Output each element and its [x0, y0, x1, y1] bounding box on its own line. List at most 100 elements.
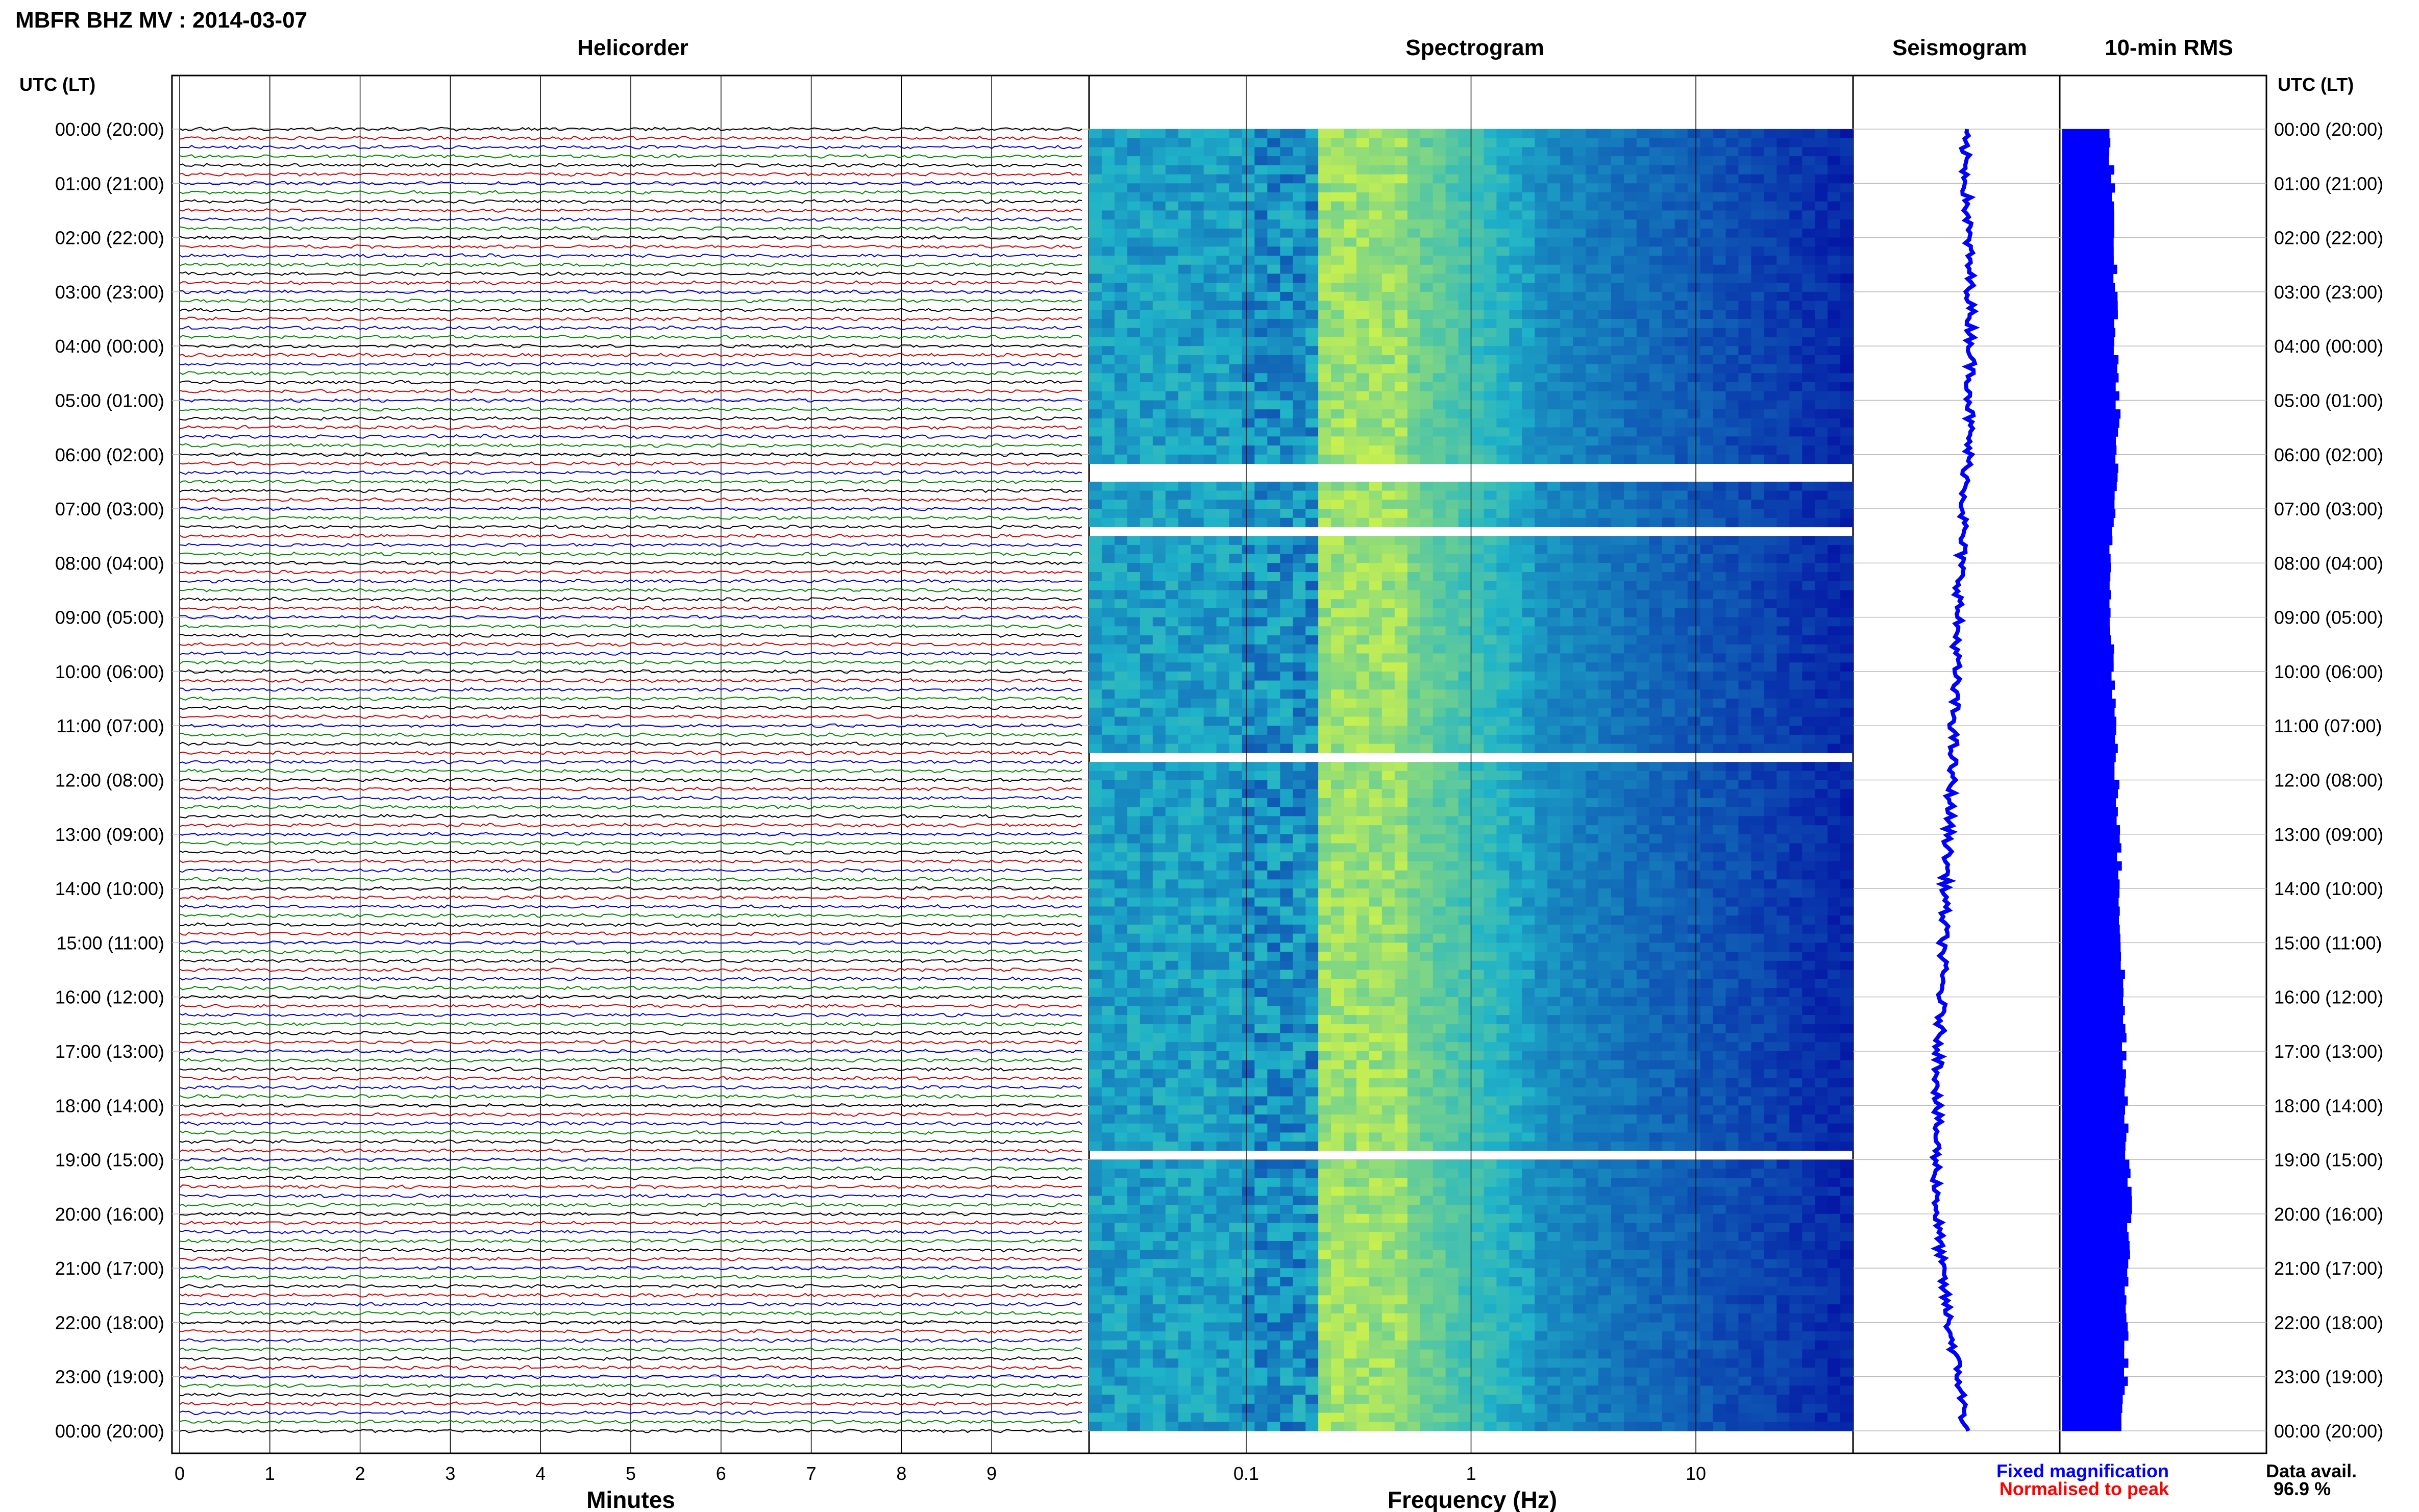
spectrogram-cell — [1229, 780, 1242, 789]
spectrogram-cell — [1114, 906, 1128, 916]
spectrogram-cell — [1318, 409, 1331, 419]
spectrogram-cell — [1203, 165, 1217, 175]
spectrogram-cell — [1586, 291, 1599, 302]
spectrogram-cell — [1764, 707, 1777, 717]
spectrogram-cell — [1458, 310, 1472, 319]
spectrogram-cell — [1764, 283, 1777, 292]
spectrogram-cell — [1458, 256, 1472, 265]
spectrogram-cell — [1674, 156, 1688, 166]
spectrogram-cell — [1165, 780, 1179, 789]
spectrogram-cell — [1381, 707, 1395, 717]
spectrogram-cell — [1611, 445, 1624, 455]
spectrogram-cell — [1394, 517, 1408, 528]
spectrogram-cell — [1140, 319, 1153, 329]
spectrogram-cell — [1369, 355, 1383, 365]
spectrogram-cell — [1828, 382, 1841, 392]
spectrogram-cell — [1522, 445, 1535, 455]
spectrogram-cell — [1165, 843, 1179, 853]
spectrogram-cell — [1089, 291, 1102, 302]
spectrogram-cell — [1674, 256, 1688, 265]
spectrogram-cell — [1802, 346, 1815, 356]
spectrogram-cell — [1445, 129, 1459, 139]
spectrogram-cell — [1484, 617, 1497, 627]
spectrogram-cell — [1802, 626, 1815, 636]
spectrogram-cell — [1394, 536, 1408, 546]
spectrogram-cell — [1662, 789, 1675, 799]
spectrogram-cell — [1662, 364, 1675, 374]
spectrogram-cell — [1344, 544, 1357, 555]
spectrogram-cell — [1089, 219, 1102, 229]
spectrogram-cell — [1420, 572, 1434, 582]
spectrogram-cell — [1611, 798, 1624, 808]
spectrogram-cell — [1152, 454, 1166, 464]
spectrogram-cell — [1649, 490, 1663, 500]
spectrogram-cell — [1140, 798, 1153, 808]
spectrogram-cell — [1738, 409, 1751, 419]
spectrogram-cell — [1700, 816, 1714, 826]
spectrogram-cell — [1547, 156, 1561, 166]
spectrogram-cell — [1547, 635, 1561, 645]
spectrogram-cell — [1611, 337, 1624, 346]
spectrogram-cell — [1407, 310, 1421, 319]
spectrogram-cell — [1344, 644, 1357, 654]
spectrogram-cell — [1674, 726, 1688, 735]
spectrogram-cell — [1407, 228, 1421, 238]
spectrogram-cell — [1229, 481, 1242, 491]
spectrogram-cell — [1547, 834, 1561, 844]
spectrogram-cell — [1318, 454, 1331, 464]
spectrogram-cell — [1127, 319, 1141, 329]
spectrogram-cell — [1229, 689, 1242, 699]
spectrogram-cell — [1751, 391, 1764, 401]
spectrogram-cell — [1344, 301, 1357, 310]
spectrogram-cell — [1586, 210, 1599, 220]
spectrogram-cell — [1203, 364, 1217, 374]
spectrogram-cell — [1713, 689, 1726, 699]
spectrogram-cell — [1636, 536, 1650, 546]
spectrogram-cell — [1751, 409, 1764, 419]
spectrogram-cell — [1433, 490, 1446, 500]
spectrogram-cell — [1573, 283, 1586, 292]
spectrogram-cell — [1802, 427, 1815, 437]
spectrogram-cell — [1496, 662, 1510, 672]
spectrogram-cell — [1203, 346, 1217, 356]
spectrogram-cell — [1305, 653, 1319, 663]
spectrogram-cell — [1649, 346, 1663, 356]
spectrogram-cell — [1662, 798, 1675, 808]
spectrogram-cell — [1751, 364, 1764, 374]
spectrogram-cell — [1815, 572, 1828, 582]
spectrogram-cell — [1369, 237, 1383, 247]
spectrogram-cell — [1789, 274, 1803, 283]
spectrogram-cell — [1776, 544, 1790, 555]
spectrogram-cell — [1725, 807, 1739, 816]
spectrogram-cell — [1101, 572, 1115, 582]
spectrogram-cell — [1828, 147, 1841, 157]
spectrogram-cell — [1674, 192, 1688, 202]
spectrogram-cell — [1611, 843, 1624, 853]
spectrogram-cell — [1267, 852, 1280, 862]
spectrogram-cell — [1623, 337, 1637, 346]
spectrogram-cell — [1522, 789, 1535, 799]
spectrogram-cell — [1484, 301, 1497, 310]
spectrogram-cell — [1725, 608, 1739, 618]
spectrogram-cell — [1165, 897, 1179, 907]
spectrogram-cell — [1815, 888, 1828, 898]
spectrogram-cell — [1471, 617, 1484, 627]
spectrogram-cell — [1114, 897, 1128, 907]
spectrogram-cell — [1178, 228, 1192, 238]
spectrogram-cell — [1407, 445, 1421, 455]
spectrogram-cell — [1127, 409, 1141, 419]
spectrogram-cell — [1394, 228, 1408, 238]
spectrogram-cell — [1165, 590, 1179, 600]
spectrogram-cell — [1114, 219, 1128, 229]
spectrogram-cell — [1280, 852, 1293, 862]
spectrogram-cell — [1140, 445, 1153, 455]
spectrogram-cell — [1535, 581, 1548, 591]
spectrogram-cell — [1573, 156, 1586, 166]
spectrogram-cell — [1611, 201, 1624, 211]
spectrogram-cell — [1471, 138, 1484, 147]
spectrogram-cell — [1165, 183, 1179, 193]
spectrogram-cell — [1586, 879, 1599, 889]
spectrogram-cell — [1114, 409, 1128, 419]
spectrogram-cell — [1407, 852, 1421, 862]
spectrogram-cell — [1484, 897, 1497, 907]
